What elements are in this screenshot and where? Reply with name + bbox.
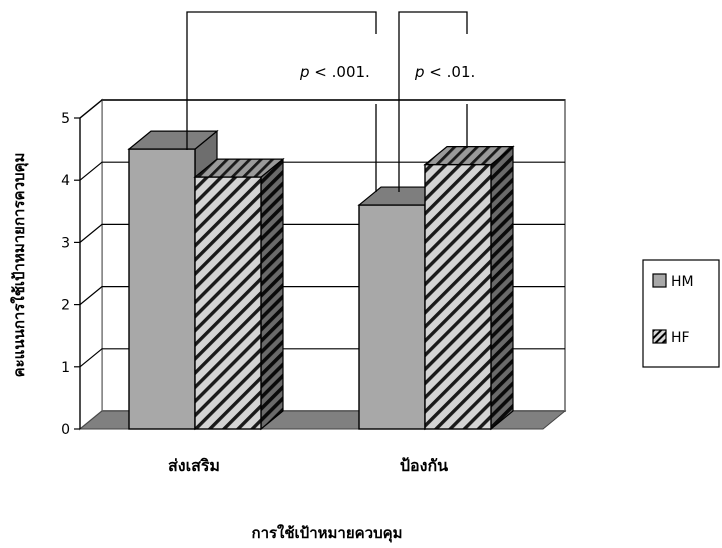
bar-hf-0: [193, 157, 285, 431]
bar-hf-1: [423, 145, 515, 431]
y-tick-label-1: 1: [61, 360, 70, 376]
category-label-prevention: ป้องกัน: [400, 456, 448, 475]
y-tick-label-5: 5: [61, 111, 70, 127]
bar-hm-0-front: [128, 148, 196, 430]
category-label-promotion: ส่งเสริม: [168, 456, 220, 475]
y-axis-title: คะแนนการใช้เป้าหมายการควบคุม: [10, 153, 29, 378]
x-axis-title: การใช้เป้าหมายควบคุม: [251, 524, 402, 543]
y-tick-label-2: 2: [61, 298, 70, 314]
significance-brackets: [186, 11, 468, 192]
bar-hf-0-side: [260, 157, 284, 431]
y-tick-label-4: 4: [61, 173, 70, 189]
bar-hm-1-front: [358, 204, 426, 430]
p-value-label-2: p < .01.: [414, 63, 475, 81]
legend-label-hm: HM: [671, 274, 694, 290]
bars: [127, 129, 515, 431]
gridline-5: [79, 99, 565, 119]
legend-label-hf: HF: [671, 330, 690, 346]
y-tick-label-3: 3: [61, 235, 70, 251]
bar-hf-1-front: [424, 163, 492, 430]
gridline-4: [79, 161, 565, 181]
bracket-promotion: [186, 11, 377, 150]
bar-hf-0-front: [194, 176, 262, 430]
y-tick-label-0: 0: [61, 422, 70, 438]
y-axis-ticks: 0 1 2 3 4 5: [61, 111, 80, 438]
p-value-label-1: p < .001.: [299, 63, 370, 81]
legend-swatch-hm: [652, 273, 667, 288]
bar-hf-1-side: [490, 145, 514, 431]
bracket-prevention: [398, 11, 468, 192]
legend: HM HF: [642, 259, 720, 368]
legend-swatch-hf: [652, 329, 667, 344]
plot-left-wall: [79, 98, 103, 431]
